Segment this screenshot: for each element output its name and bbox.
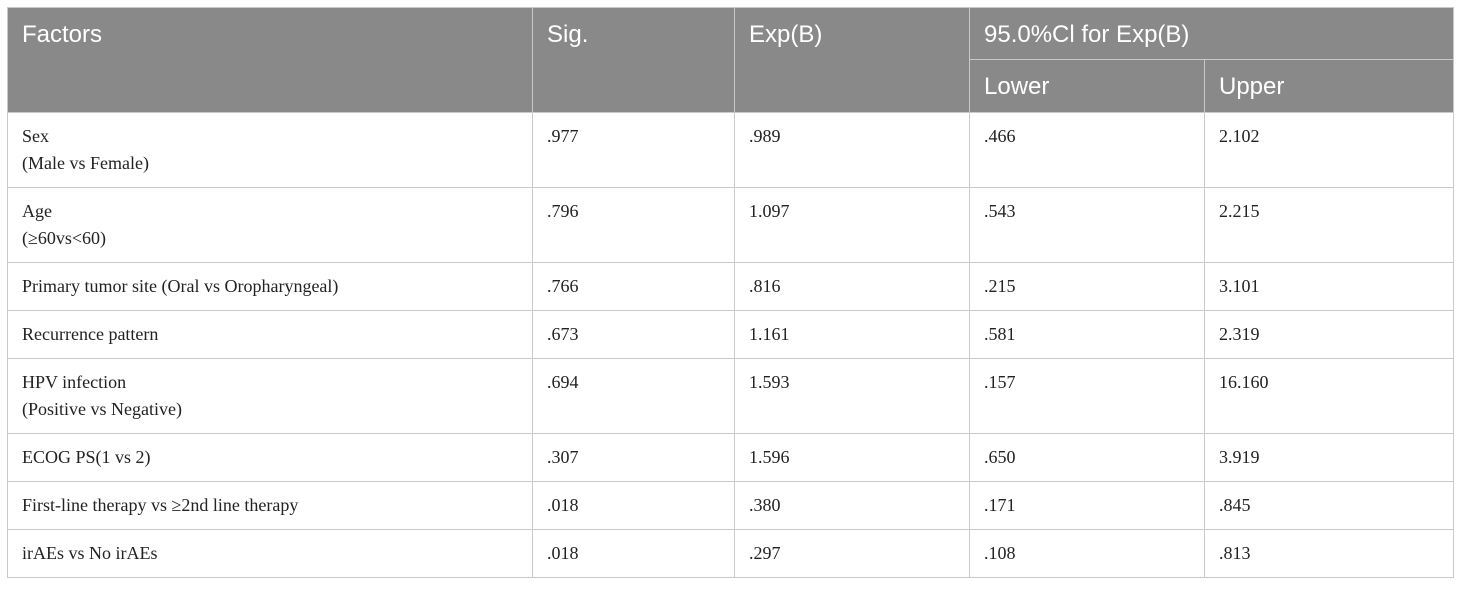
upper-cell: 2.319 [1204, 310, 1454, 359]
sig-cell: .018 [532, 529, 735, 578]
lower-cell: .171 [969, 481, 1205, 530]
factor-name: Primary tumor site (Oral vs Oropharyngea… [22, 276, 339, 296]
table-row: irAEs vs No irAEs .018 .297 .108 .813 [7, 529, 1454, 578]
expb-cell: 1.596 [734, 433, 970, 482]
upper-cell: 3.101 [1204, 262, 1454, 311]
table-row: ECOG PS(1 vs 2) .307 1.596 .650 3.919 [7, 433, 1454, 482]
sig-cell: .694 [532, 358, 735, 434]
upper-cell: 3.919 [1204, 433, 1454, 482]
factor-cell: irAEs vs No irAEs [7, 529, 533, 578]
lower-cell: .108 [969, 529, 1205, 578]
table-body: Sex (Male vs Female) .977 .989 .466 2.10… [7, 112, 1454, 578]
lower-cell: .466 [969, 112, 1205, 188]
sig-cell: .977 [532, 112, 735, 188]
upper-cell: .845 [1204, 481, 1454, 530]
factor-name: ECOG PS(1 vs 2) [22, 447, 151, 467]
sig-cell: .018 [532, 481, 735, 530]
table-row: Primary tumor site (Oral vs Oropharyngea… [7, 262, 1454, 311]
upper-cell: 2.215 [1204, 187, 1454, 263]
table-header: Factors Sig. Exp(B) 95.0%Cl for Exp(B) L… [7, 7, 1454, 113]
factor-cell: HPV infection (Positive vs Negative) [7, 358, 533, 434]
expb-cell: .380 [734, 481, 970, 530]
factor-cell: Sex (Male vs Female) [7, 112, 533, 188]
header-upper: Upper [1204, 59, 1454, 113]
sig-cell: .673 [532, 310, 735, 359]
lower-cell: .215 [969, 262, 1205, 311]
factor-name: Recurrence pattern [22, 324, 159, 344]
factor-cell: First-line therapy vs ≥2nd line therapy [7, 481, 533, 530]
expb-cell: 1.097 [734, 187, 970, 263]
lower-cell: .581 [969, 310, 1205, 359]
factor-comparison: (Male vs Female) [22, 153, 149, 173]
lower-cell: .650 [969, 433, 1205, 482]
expb-cell: 1.161 [734, 310, 970, 359]
factor-cell: Age (≥60vs<60) [7, 187, 533, 263]
header-sig: Sig. [532, 7, 735, 113]
upper-cell: 2.102 [1204, 112, 1454, 188]
factor-comparison: (Positive vs Negative) [22, 399, 182, 419]
factor-cell: Primary tumor site (Oral vs Oropharyngea… [7, 262, 533, 311]
factor-name: Sex [22, 126, 49, 146]
expb-cell: .297 [734, 529, 970, 578]
regression-table: Factors Sig. Exp(B) 95.0%Cl for Exp(B) L… [7, 7, 1454, 578]
header-factors: Factors [7, 7, 533, 113]
header-expb: Exp(B) [734, 7, 970, 113]
header-lower: Lower [969, 59, 1205, 113]
upper-cell: 16.160 [1204, 358, 1454, 434]
table-row: HPV infection (Positive vs Negative) .69… [7, 358, 1454, 434]
table-row: Age (≥60vs<60) .796 1.097 .543 2.215 [7, 187, 1454, 263]
header-row: Factors Sig. Exp(B) 95.0%Cl for Exp(B) [7, 7, 1454, 113]
factor-comparison: (≥60vs<60) [22, 228, 107, 248]
table-row: Sex (Male vs Female) .977 .989 .466 2.10… [7, 112, 1454, 188]
lower-cell: .543 [969, 187, 1205, 263]
factor-cell: ECOG PS(1 vs 2) [7, 433, 533, 482]
factor-name: Age [22, 201, 52, 221]
expb-cell: .816 [734, 262, 970, 311]
lower-cell: .157 [969, 358, 1205, 434]
factor-name: HPV infection [22, 372, 127, 392]
sig-cell: .766 [532, 262, 735, 311]
header-subrow: Lower Upper [8, 59, 1454, 113]
factor-cell: Recurrence pattern [7, 310, 533, 359]
sig-cell: .307 [532, 433, 735, 482]
header-ci: 95.0%Cl for Exp(B) [969, 7, 1454, 60]
upper-cell: .813 [1204, 529, 1454, 578]
factor-name: irAEs vs No irAEs [22, 543, 158, 563]
factor-name: First-line therapy vs ≥2nd line therapy [22, 495, 299, 515]
expb-cell: .989 [734, 112, 970, 188]
sig-cell: .796 [532, 187, 735, 263]
table-row: First-line therapy vs ≥2nd line therapy … [7, 481, 1454, 530]
expb-cell: 1.593 [734, 358, 970, 434]
table-row: Recurrence pattern .673 1.161 .581 2.319 [7, 310, 1454, 359]
